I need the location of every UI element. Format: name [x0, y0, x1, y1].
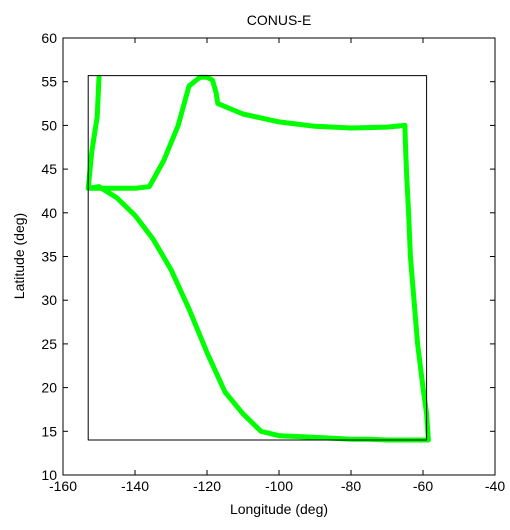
x-tick-label: -40: [485, 478, 505, 494]
y-tick-label: 10: [41, 467, 57, 483]
y-tick-label: 60: [41, 30, 57, 46]
bounding-box-outline: [87, 75, 428, 441]
coverage-region-outline: [85, 74, 431, 443]
chart-title: CONUS-E: [247, 12, 312, 28]
x-tick-label: -100: [265, 478, 293, 494]
axis-layer: -160 -140 -120 -100 -80 -60 -40 10 15 20 25 30 35 40 4…: [41, 30, 505, 494]
y-tick-label: 50: [41, 117, 57, 133]
x-tick-label: -160: [49, 478, 77, 494]
y-axis-label: Latitude (deg): [11, 213, 27, 299]
x-tick-label: -120: [193, 478, 221, 494]
x-axis-label: Longitude (deg): [230, 501, 328, 517]
plot-background: [62, 37, 496, 476]
y-tick-label: 40: [41, 205, 57, 221]
x-tick-label: -80: [341, 478, 361, 494]
y-tick-label: 35: [41, 249, 57, 265]
series-layer: [85, 74, 431, 443]
y-tick-label: 45: [41, 161, 57, 177]
x-tick-label: -60: [413, 478, 433, 494]
y-tick-label: 20: [41, 380, 57, 396]
y-tick-label: 25: [41, 336, 57, 352]
y-tick-label: 55: [41, 74, 57, 90]
y-tick-label: 15: [41, 423, 57, 439]
y-tick-label: 30: [41, 292, 57, 308]
x-tick-label: -140: [121, 478, 149, 494]
